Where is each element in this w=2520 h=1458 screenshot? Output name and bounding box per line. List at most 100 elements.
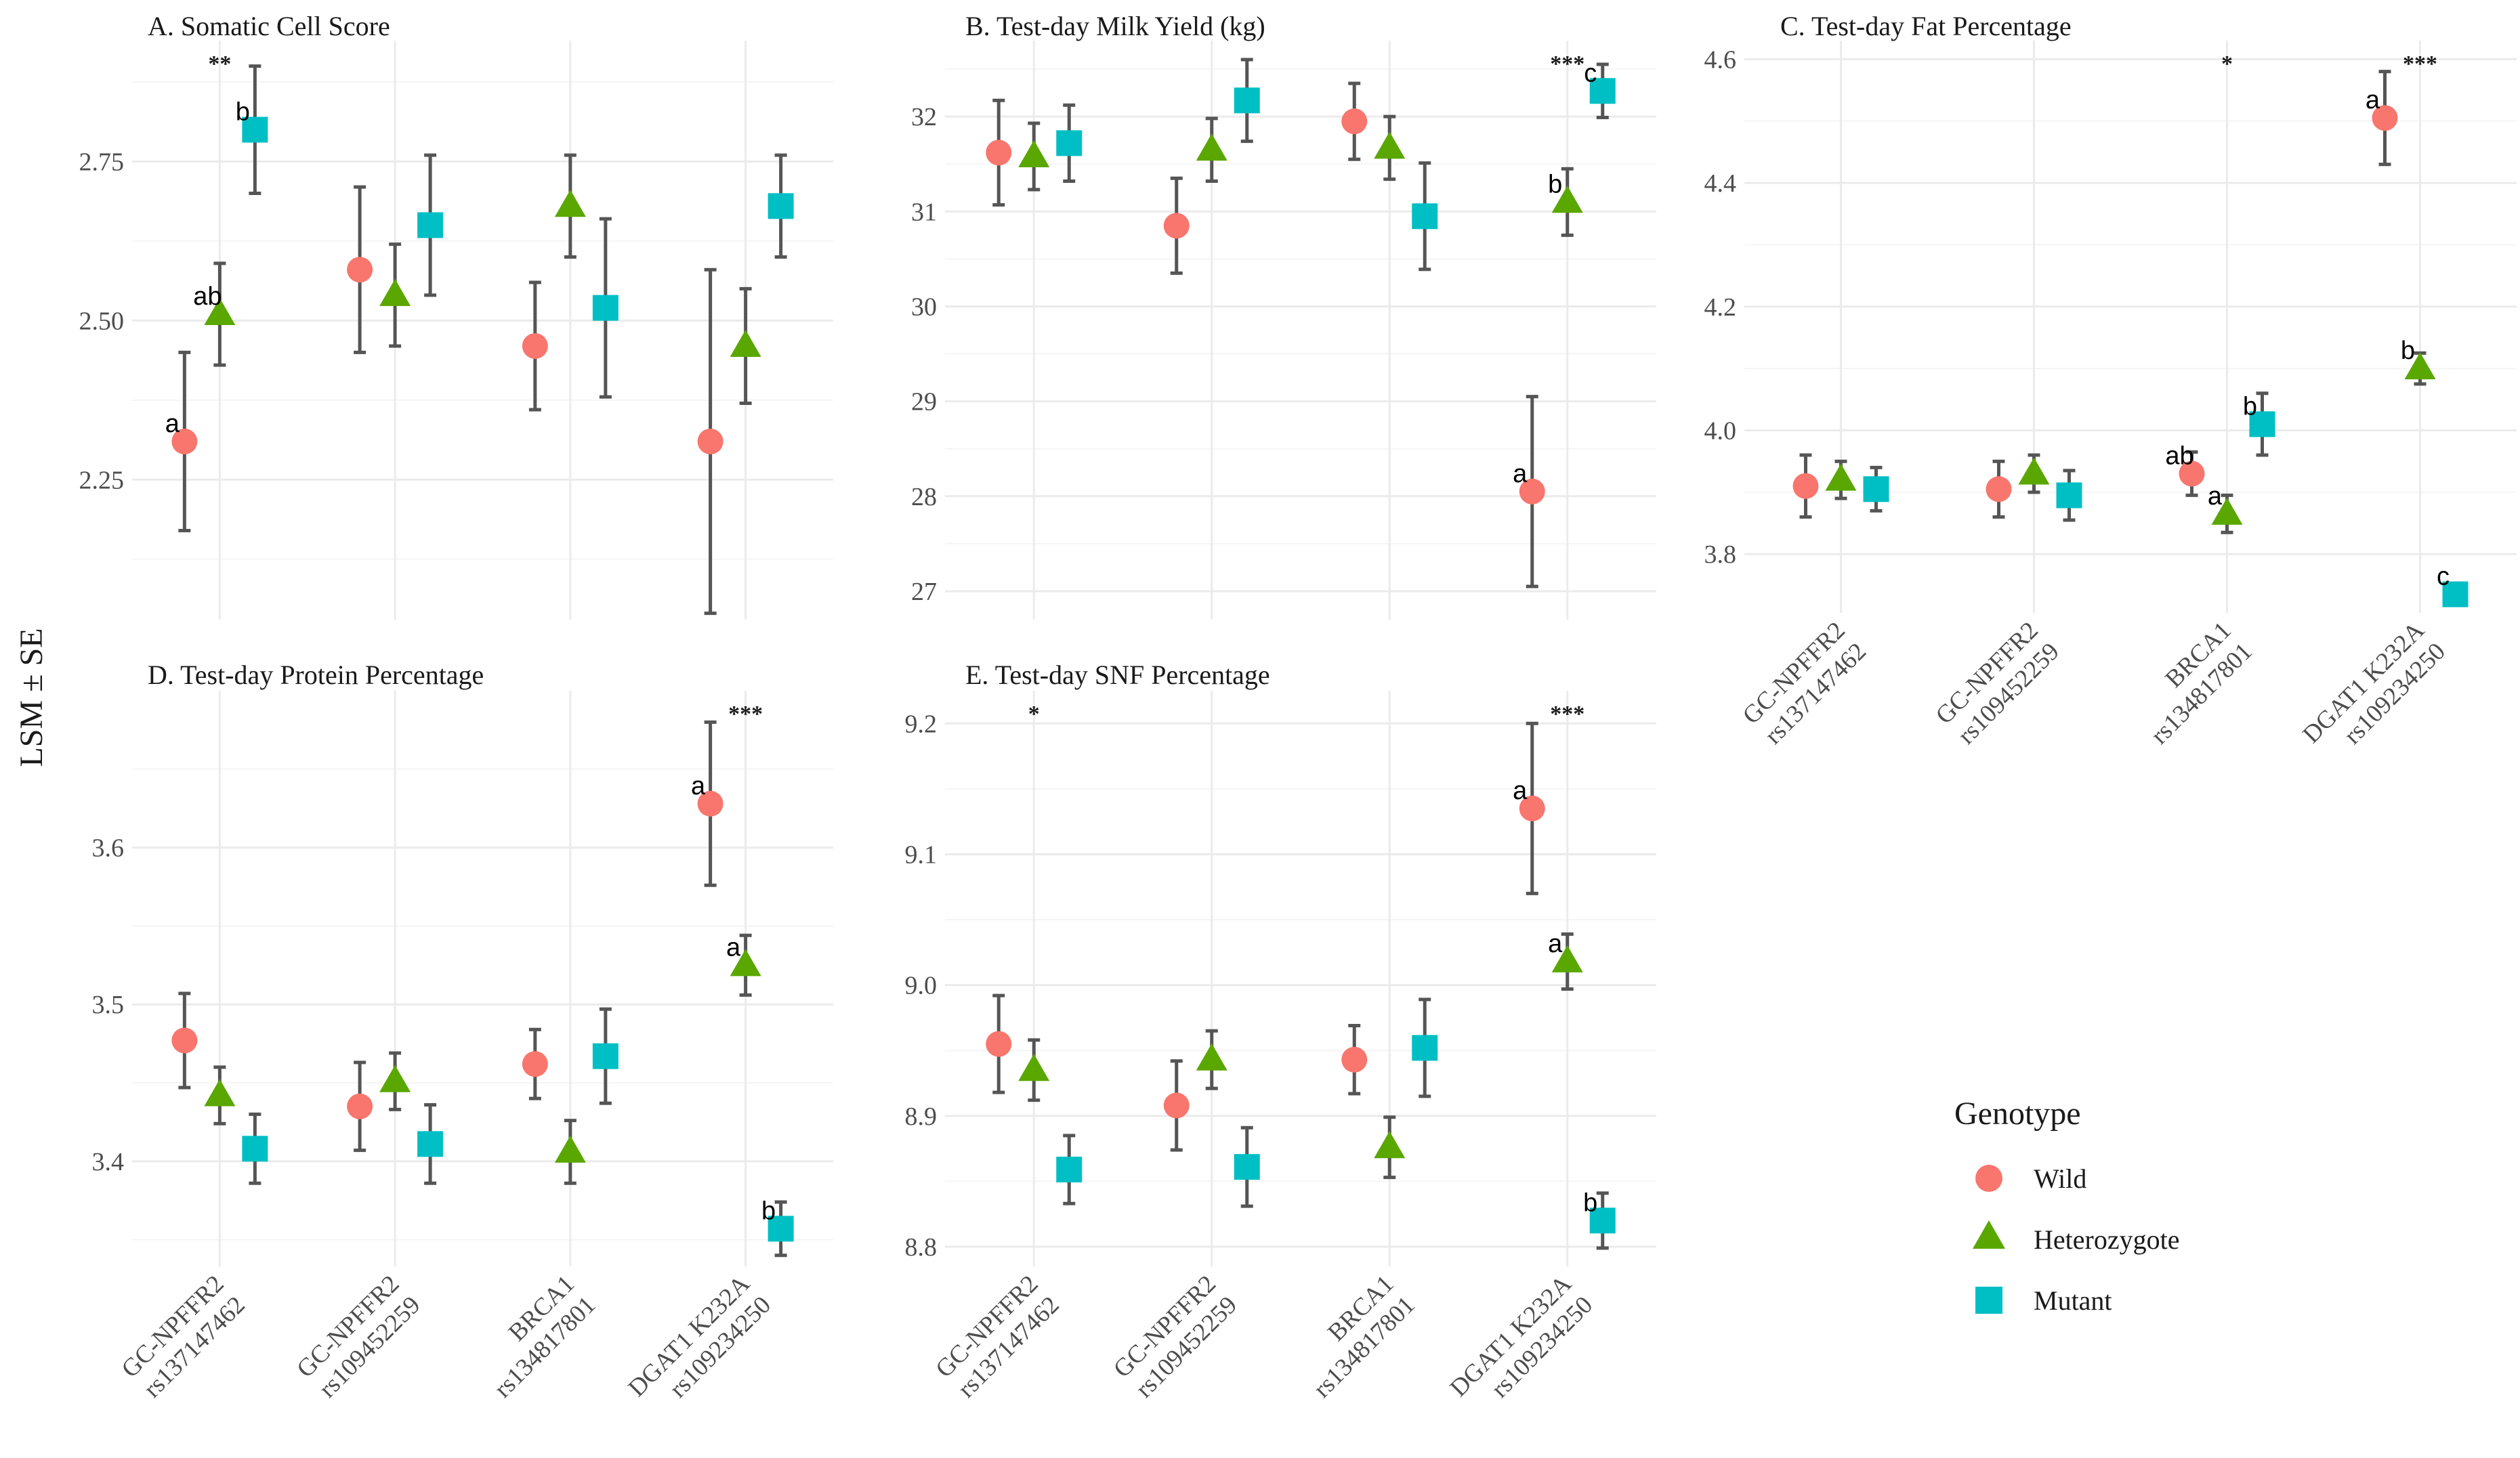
point-mutant — [2442, 581, 2469, 607]
point-mutant — [768, 1216, 794, 1242]
point-mutant — [768, 193, 794, 219]
significance-label: *** — [1550, 702, 1584, 727]
panel-title: D. Test-day Protein Percentage — [148, 660, 484, 690]
x-tick-label: GC-NPFFR2rs109452259 — [291, 1270, 425, 1404]
legend: Genotype Wild Heterozygote Mutant — [1954, 1096, 2179, 1316]
point-mutant — [1234, 1154, 1260, 1180]
point-heterozygote — [1551, 186, 1583, 213]
y-tick-label: 32 — [911, 103, 937, 131]
point-wild — [697, 790, 723, 817]
group-letter: a — [2366, 86, 2380, 114]
x-tick-label: BRCA1rs134817801 — [2124, 616, 2258, 750]
y-tick-label: 8.8 — [905, 1233, 938, 1262]
point-wild — [522, 333, 548, 359]
point-wild — [522, 1051, 548, 1077]
group-letter: ab — [193, 282, 222, 311]
point-mutant — [1589, 1207, 1616, 1234]
y-tick-label: 27 — [911, 578, 937, 606]
point-heterozygote — [1018, 1054, 1050, 1081]
y-tick-label: 3.4 — [92, 1148, 125, 1176]
point-heterozygote — [2018, 457, 2050, 485]
point-wild — [986, 140, 1012, 166]
group-letter: c — [1584, 59, 1597, 87]
point-wild — [347, 1093, 373, 1119]
point-heterozygote — [379, 1065, 411, 1092]
point-heterozygote — [1196, 1043, 1227, 1071]
group-letter: b — [1548, 170, 1562, 198]
y-tick-label: 31 — [911, 198, 937, 226]
significance-label: * — [2221, 51, 2233, 77]
group-letter: b — [1583, 1188, 1597, 1217]
panel-5: 8.8 8.9 9.0 9.1 9.2 E. Test-day SNF Percentag… — [905, 660, 1656, 1423]
panel-3: 3.8 4.0 4.2 4.4 4.6 C. Test-day Fat Percentag… — [1704, 11, 2517, 750]
x-tick-label: BRCA1rs134817801 — [468, 1270, 602, 1403]
y-tick-label: 8.9 — [905, 1102, 938, 1131]
point-mutant — [592, 1043, 618, 1069]
point-mutant — [1412, 203, 1438, 230]
group-letter: b — [761, 1197, 776, 1225]
significance-label: ** — [208, 51, 231, 77]
point-wild — [1519, 478, 1545, 505]
panel-2: 27 28 29 30 31 32 B. Test-day Milk Yield (kg) *… — [911, 11, 1656, 620]
point-heterozygote — [1825, 463, 1857, 491]
panel-title: E. Test-day SNF Percentage — [965, 660, 1270, 690]
point-wild — [1341, 108, 1368, 135]
point-heterozygote — [1374, 1131, 1406, 1159]
point-wild — [1163, 213, 1190, 239]
point-heterozygote — [204, 298, 236, 326]
point-heterozygote — [2404, 352, 2436, 380]
group-letter: b — [2243, 392, 2257, 421]
x-tick-label: BRCA1rs134817801 — [1287, 1270, 1421, 1403]
panel-title: C. Test-day Fat Percentage — [1780, 11, 2072, 41]
y-tick-label: 9.2 — [905, 710, 938, 738]
point-mutant — [417, 212, 444, 238]
y-tick-label: 4.4 — [1704, 169, 1737, 198]
x-tick-label: DGAT1 K232Ars109234250 — [623, 1270, 777, 1423]
panel-title: A. Somatic Cell Score — [148, 11, 390, 41]
y-tick-label: 3.5 — [92, 991, 125, 1019]
y-tick-label: 4.0 — [1704, 417, 1737, 446]
y-tick-label: 3.6 — [92, 834, 125, 863]
point-wild — [2372, 105, 2398, 131]
x-tick-label: GC-NPFFR2rs109452259 — [1108, 1270, 1242, 1404]
group-letter: a — [1548, 930, 1563, 958]
x-tick-label: GC-NPFFR2rs109452259 — [1931, 616, 2065, 750]
point-wild — [986, 1031, 1012, 1057]
y-tick-label: 29 — [911, 388, 937, 416]
point-mutant — [242, 1136, 268, 1162]
panel-title: B. Test-day Milk Yield (kg) — [965, 11, 1265, 41]
significance-label: *** — [1550, 51, 1584, 77]
x-tick-label: GC-NPFFR2rs137147462 — [117, 1270, 251, 1404]
point-wild — [171, 428, 198, 454]
group-letter: a — [165, 410, 180, 438]
group-letter: a — [1513, 777, 1528, 805]
x-tick-label: GC-NPFFR2rs137147462 — [1738, 616, 1872, 750]
point-wild — [1986, 476, 2012, 502]
y-tick-label: 30 — [911, 293, 937, 321]
group-letter: b — [236, 98, 250, 127]
point-mutant — [1589, 78, 1616, 104]
legend-heterozygote-marker — [1973, 1220, 2005, 1249]
point-heterozygote — [1374, 131, 1406, 159]
x-tick-label: DGAT1 K232Ars109234250 — [1445, 1270, 1599, 1423]
point-heterozygote — [204, 1079, 236, 1107]
panel-1: 2.25 2.50 2.75 A. Somatic Cell Score ** a ab b — [79, 11, 833, 620]
group-letter: a — [726, 933, 741, 962]
y-tick-label: 3.8 — [1704, 540, 1737, 569]
point-heterozygote — [379, 278, 411, 306]
point-wild — [697, 428, 723, 454]
point-mutant — [1234, 87, 1260, 114]
y-tick-label: 4.6 — [1704, 45, 1737, 74]
point-mutant — [1412, 1035, 1438, 1061]
group-letter: a — [2208, 482, 2223, 511]
significance-label: * — [1028, 702, 1040, 727]
y-tick-label: 2.25 — [79, 466, 125, 494]
point-heterozygote — [1551, 945, 1583, 972]
point-heterozygote — [730, 949, 761, 977]
point-wild — [1792, 473, 1819, 499]
panels: 2.252.502.75A. Somatic Cell Score**aabb2… — [79, 11, 2517, 1423]
point-wild — [1163, 1092, 1190, 1119]
point-mutant — [242, 116, 268, 143]
y-tick-label: 2.75 — [79, 148, 125, 177]
